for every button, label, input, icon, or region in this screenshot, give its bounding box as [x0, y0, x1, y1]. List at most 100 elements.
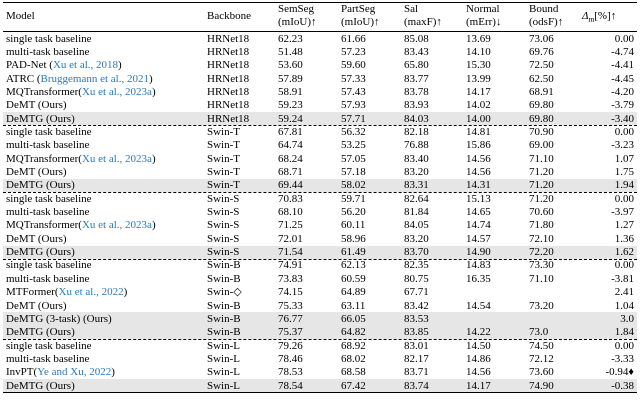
backbone: HRNet18 [207, 72, 250, 85]
metric-value: 14.22 [466, 326, 491, 339]
backbone: Swin-◇ [207, 286, 242, 299]
metric-value: 16.35 [466, 272, 491, 285]
text-part: PAD-Net ( [6, 59, 53, 72]
metric-value: 71.20 [529, 166, 554, 178]
metric-value: 59.60 [341, 59, 366, 72]
metric-value: 53.60 [278, 59, 303, 72]
metric-value: 14.17 [466, 379, 491, 392]
metric-value: 1.84 [614, 326, 634, 339]
metric-value: 82.18 [404, 125, 429, 138]
metric-value: 13.69 [466, 32, 491, 45]
row-shade [3, 245, 637, 259]
metric-value: 67.42 [341, 379, 366, 392]
metric-value: 83.20 [404, 232, 429, 245]
model-name: multi-task baseline [6, 139, 89, 152]
backbone: Swin-B [207, 326, 241, 339]
top-rule [3, 2, 637, 3]
metric-value: 0.00 [614, 125, 634, 138]
metric-value: 76.77 [278, 312, 303, 325]
text-part: multi-task baseline [6, 206, 90, 219]
text-part: Sal [404, 3, 419, 15]
metric-value: 3.0 [620, 312, 634, 325]
metric-value: 85.08 [404, 32, 429, 45]
text-part: ) [151, 85, 156, 98]
text-part: Xu et al., 2023a [81, 85, 152, 98]
metric-value: 57.05 [341, 152, 366, 165]
text-part: DeMTG (Ours) [6, 179, 75, 192]
model-name: MTFormer(Xu et al., 2022) [6, 286, 127, 299]
header-cell: Sal (maxF)↑ [404, 3, 442, 29]
model-name: single task baseline [6, 33, 92, 46]
group-separator [3, 339, 637, 341]
backbone: HRNet18 [207, 99, 250, 112]
metric-value: 83.40 [404, 152, 429, 165]
metric-value: 79.26 [278, 339, 303, 352]
metric-value: 71.20 [529, 179, 554, 192]
metric-value: 82.64 [404, 192, 429, 205]
text-part: single task baseline [6, 32, 92, 45]
text-part: (mErr)↓ [466, 16, 502, 28]
metric-value: 53.25 [341, 139, 366, 152]
text-part: PartSeg [341, 3, 376, 15]
metric-value: 72.50 [529, 59, 554, 72]
backbone: HRNet18 [207, 85, 250, 98]
backbone: Swin-S [207, 246, 240, 259]
metric-value: 62.13 [341, 259, 366, 272]
metric-value: 83.53 [404, 312, 429, 325]
metric-value: 84.03 [404, 112, 429, 125]
metric-value: 78.54 [278, 379, 303, 392]
metric-value: 14.86 [466, 352, 491, 365]
backbone: HRNet18 [207, 59, 250, 72]
header-cell: Backbone [207, 10, 251, 23]
metric-value: 68.71 [278, 166, 303, 178]
metric-value: 73.60 [529, 366, 554, 379]
bottom-rule [3, 392, 637, 394]
text-part: DeMTG (Ours) [6, 112, 75, 125]
text-part: Xu et al., 2018 [52, 59, 119, 72]
metric-value: 68.02 [341, 352, 366, 365]
row-shade [3, 325, 637, 340]
model-name: single task baseline [6, 340, 92, 353]
backbone: Swin-L [207, 366, 240, 379]
metric-value: 74.90 [529, 379, 554, 392]
model-name: PAD-Net (Xu et al., 2018) [6, 59, 122, 72]
text-part: single task baseline [6, 339, 92, 352]
metric-value: -3.23 [611, 139, 634, 152]
metric-value: 61.66 [341, 32, 366, 45]
group-separator [3, 258, 637, 260]
metric-value: 68.58 [341, 366, 366, 379]
model-name: InvPT(Ye and Xu, 2022) [6, 366, 115, 379]
metric-value: 63.11 [341, 299, 366, 312]
metric-value: 57.89 [278, 72, 303, 85]
metric-value: 71.54 [278, 246, 303, 259]
group-separator [3, 192, 637, 194]
text-part: single task baseline [6, 192, 92, 205]
metric-value: -4.74 [611, 45, 634, 58]
header-cell: Δm[%]↑ [582, 10, 616, 26]
metric-value: 80.75 [404, 272, 429, 285]
backbone: Swin-S [207, 232, 240, 245]
model-name: DeMT (Ours) [6, 300, 67, 313]
backbone: Swin-T [207, 166, 240, 178]
text-part: ) [118, 59, 122, 72]
metric-value: -3.40 [611, 112, 634, 125]
metric-value: 15.86 [466, 139, 491, 152]
backbone: Swin-T [207, 179, 240, 192]
text-part: InvPT( [6, 366, 38, 379]
backbone: Swin-L [207, 379, 240, 392]
text-part: Δ [582, 10, 589, 22]
metric-value: 14.56 [466, 166, 491, 178]
metric-value: 62.50 [529, 72, 554, 85]
backbone: Swin-T [207, 125, 240, 138]
metric-value: 82.35 [404, 259, 429, 272]
metric-value: 14.90 [466, 246, 491, 259]
text-part: m [588, 15, 595, 25]
metric-value: 83.71 [404, 366, 429, 379]
metric-value: 59.71 [341, 192, 366, 205]
metric-value: 1.94 [614, 179, 634, 192]
metric-value: 14.00 [466, 112, 491, 125]
metric-value: 58.91 [278, 85, 303, 98]
text-part: multi-task baseline [6, 139, 90, 152]
text-part: DeMTG (Ours) [6, 326, 75, 339]
